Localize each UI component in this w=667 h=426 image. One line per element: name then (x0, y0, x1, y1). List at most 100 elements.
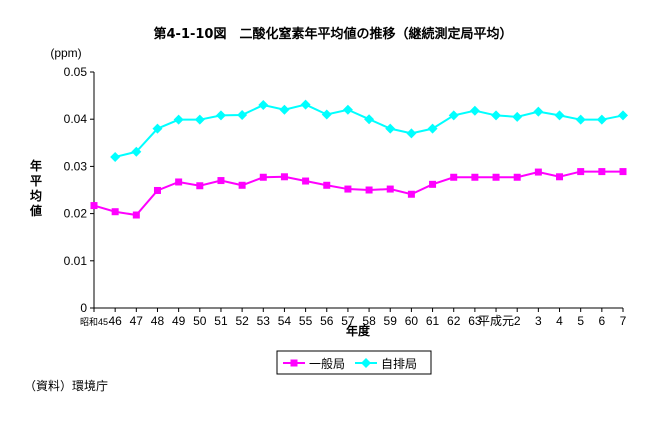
data-point (556, 173, 564, 181)
data-point (259, 173, 267, 181)
data-point (364, 114, 375, 125)
data-point (215, 110, 226, 121)
data-point (596, 114, 607, 125)
x-tick-label: 61 (426, 314, 440, 328)
y-axis-title-char: 値 (29, 203, 42, 218)
data-point (279, 104, 290, 115)
x-tick-label: 59 (384, 314, 398, 328)
data-point (469, 105, 480, 116)
data-point (492, 173, 500, 181)
data-point (406, 128, 417, 139)
x-tick-label: 56 (320, 314, 334, 328)
x-tick-label: 5 (577, 314, 584, 328)
data-point (575, 114, 586, 125)
data-point (238, 181, 246, 189)
data-point (110, 151, 121, 162)
series-1 (90, 168, 627, 219)
data-point (512, 111, 523, 122)
legend-item-1: 一般局 (283, 356, 345, 371)
data-point (132, 211, 140, 219)
data-point (429, 180, 437, 188)
y-tick-label: 0.02 (64, 207, 88, 221)
series-line (93, 170, 623, 217)
x-ticks: 昭和45 46 47 48 49 50 51 52 53 54 55 56 57 58 59 60 61 62 63… (80, 308, 627, 328)
data-point (323, 181, 331, 189)
data-point (258, 100, 269, 111)
legend: 一般局 自排局 (276, 350, 432, 375)
y-tick-label: 0.03 (64, 159, 88, 173)
x-tick-label: 63 (468, 314, 482, 328)
data-point (386, 185, 394, 193)
data-point (554, 110, 565, 121)
x-tick-label: 52 (235, 314, 249, 328)
x-tick-label: 53 (257, 314, 271, 328)
data-point (448, 110, 459, 121)
data-point (619, 168, 627, 176)
y-ticks: 0 0.01 0.02 0.03 0.04 0.05 (64, 65, 94, 315)
x-tick-label: 昭和45 (80, 317, 108, 327)
y-axis-title: 年平均値 (29, 158, 42, 218)
x-tick-label: 7 (620, 314, 627, 328)
legend-box (276, 350, 432, 375)
x-tick-label: 48 (151, 314, 165, 328)
data-point (175, 178, 183, 186)
data-point (598, 168, 606, 176)
y-axis-title-char: 平 (30, 174, 42, 188)
x-tick-label: 2 (514, 314, 521, 328)
x-tick-label: 46 (108, 314, 122, 328)
data-point (321, 109, 332, 120)
x-tick-label: 54 (278, 314, 292, 328)
y-tick-label: 0.01 (64, 254, 88, 268)
data-point (471, 173, 479, 181)
legend-marker (290, 359, 298, 367)
x-tick-label: 47 (130, 314, 144, 328)
legend-marker (361, 358, 371, 368)
data-point (407, 190, 415, 198)
data-point (131, 146, 142, 157)
x-tick-label: 58 (362, 314, 376, 328)
y-tick-label: 0.04 (64, 112, 88, 126)
data-point (385, 123, 396, 134)
data-point (513, 173, 521, 181)
x-tick-label: 57 (341, 314, 355, 328)
data-point (196, 182, 204, 190)
y-tick-label: 0 (80, 301, 87, 315)
series-layer (90, 99, 628, 219)
x-tick-label: 4 (556, 314, 563, 328)
data-point (344, 185, 352, 193)
axes (93, 72, 623, 309)
data-point (153, 186, 161, 194)
data-point (450, 173, 458, 181)
y-unit-label: (ppm) (50, 46, 81, 60)
x-tick-label: 6 (598, 314, 605, 328)
data-point (342, 104, 353, 115)
data-point (90, 202, 98, 210)
x-tick-label: 3 (535, 314, 542, 328)
data-point (427, 123, 438, 134)
data-point (534, 168, 542, 176)
data-point (300, 99, 311, 110)
data-point (533, 106, 544, 117)
data-point (217, 177, 225, 185)
x-tick-label: 60 (405, 314, 419, 328)
x-tick-label: 55 (299, 314, 313, 328)
x-tick-label: 49 (172, 314, 186, 328)
data-point (618, 110, 628, 121)
y-axis-title-char: 均 (30, 188, 42, 203)
source-note: （資料）環境庁 (24, 378, 108, 393)
x-axis-title: 年度 (346, 323, 371, 338)
chart-title: 第4-1-10図 二酸化窒素年平均値の推移（継続測定局平均） (154, 26, 513, 42)
data-point (302, 177, 310, 185)
legend-item-2: 自排局 (355, 357, 417, 371)
data-point (491, 110, 502, 121)
x-tick-label: 平成元 (478, 314, 514, 328)
y-axis-title-char: 年 (30, 158, 42, 173)
legend-label: 自排局 (381, 357, 417, 371)
x-tick-label: 50 (193, 314, 207, 328)
data-point (237, 109, 248, 120)
series-2 (110, 99, 628, 162)
data-point (173, 114, 184, 125)
x-tick-label: 51 (214, 314, 228, 328)
data-point (577, 168, 585, 176)
